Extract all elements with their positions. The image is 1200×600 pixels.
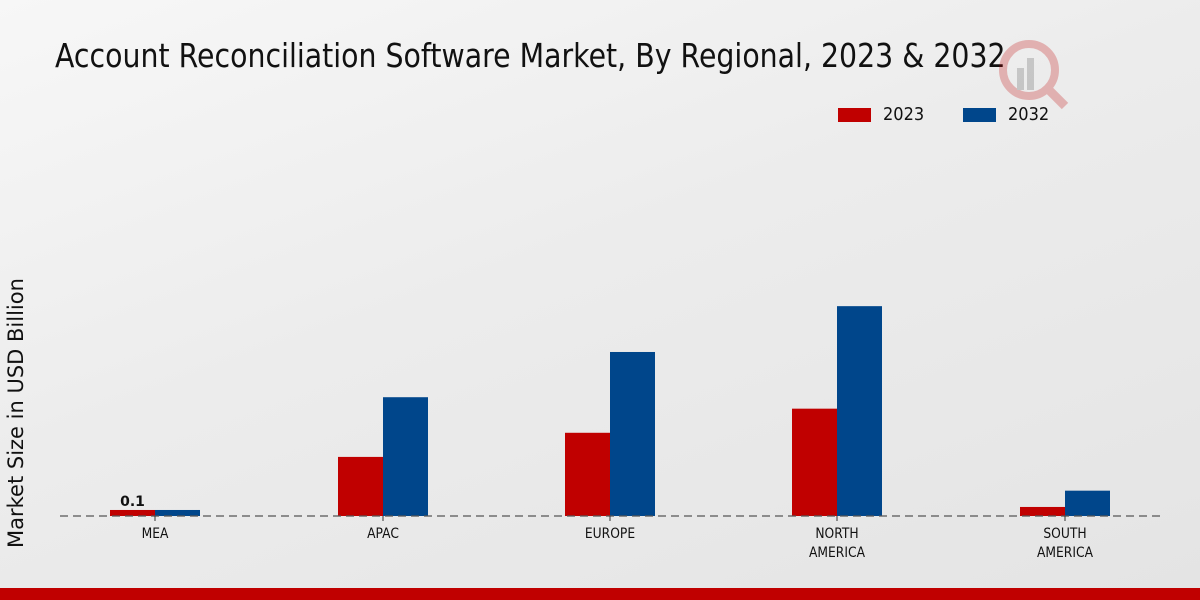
bar-2023-north-america — [792, 408, 837, 516]
legend-label-2032: 2032 — [1007, 104, 1050, 125]
legend-swatch-2032 — [962, 107, 996, 122]
bar-2023-mea — [110, 509, 155, 516]
bar-2023-apac — [338, 456, 383, 516]
bar-2032-south-america — [1065, 490, 1110, 516]
x-tick-label: NORTH — [815, 526, 858, 542]
bar-2023-south-america — [1020, 506, 1065, 516]
legend-label-2023: 2023 — [883, 104, 925, 125]
x-tick-label: APAC — [367, 526, 399, 542]
x-tick-label: AMERICA — [1037, 545, 1093, 561]
bar-2032-north-america — [837, 306, 882, 516]
bar-2032-mea — [155, 509, 200, 516]
data-label: 0.1 — [120, 494, 145, 510]
footer-bar — [0, 588, 1200, 600]
legend-item-2023: 2023 — [838, 104, 929, 125]
bar-2032-europe — [610, 351, 655, 516]
legend: 2023 2032 — [838, 104, 1088, 125]
x-tick-label: MEA — [142, 526, 169, 542]
chart-title: Account Reconciliation Software Market, … — [55, 36, 1006, 75]
bar-2023-europe — [565, 432, 610, 516]
legend-item-2032: 2032 — [962, 104, 1054, 125]
legend-swatch-2023 — [838, 107, 871, 122]
watermark-logo-icon — [999, 40, 1069, 110]
x-tick-label: AMERICA — [809, 545, 865, 561]
x-tick-label: EUROPE — [585, 526, 635, 542]
bar-2032-apac — [383, 397, 428, 516]
x-tick-label: SOUTH — [1043, 526, 1086, 542]
